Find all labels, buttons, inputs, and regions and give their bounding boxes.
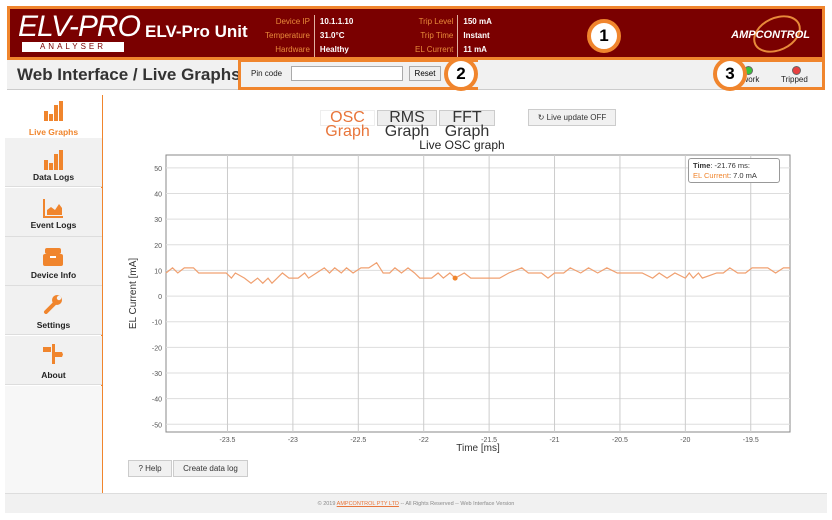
annotation-marker-1: 1 bbox=[587, 19, 621, 53]
y-tick-label: 40 bbox=[154, 191, 162, 198]
y-tick-label: -20 bbox=[152, 345, 162, 352]
sidebar-item-data-logs[interactable]: Data Logs bbox=[5, 138, 102, 187]
bar-chart-icon bbox=[44, 101, 63, 121]
x-tick-label: -23.5 bbox=[219, 437, 235, 444]
tooltip-series-label: EL Current bbox=[693, 171, 729, 180]
sidebar-item-live-graphs[interactable]: Live Graphs bbox=[5, 95, 102, 144]
series-line-el-current bbox=[165, 261, 790, 285]
y-tick-label: -30 bbox=[152, 371, 162, 378]
x-tick-label: -21.5 bbox=[481, 437, 497, 444]
top-header: ELV-PRO ANALYSER ELV-Pro Unit Device IP 1… bbox=[7, 6, 825, 60]
area-chart-icon bbox=[43, 199, 63, 218]
tab-osc-graph[interactable]: OSC Graph bbox=[320, 110, 375, 140]
tooltip-series-value: 7.0 mA bbox=[733, 171, 757, 180]
tripped-label: Tripped bbox=[781, 75, 808, 84]
elv-pro-logo: ELV-PRO bbox=[18, 10, 141, 43]
y-tick-label: 50 bbox=[154, 166, 162, 173]
info-label: Trip Time bbox=[415, 29, 459, 43]
device-info-left: Device IP 10.1.1.10 Temperature 31.0°C Har… bbox=[265, 15, 353, 57]
x-tick-label: -23 bbox=[288, 437, 298, 444]
sidebar-item-label: Live Graphs bbox=[28, 127, 79, 137]
sidebar-item-label: Device Info bbox=[30, 270, 77, 280]
pin-code-label: Pin code bbox=[251, 69, 283, 78]
pin-code-input[interactable] bbox=[291, 66, 403, 81]
info-label: EL Current bbox=[415, 43, 459, 57]
bar-chart-icon bbox=[44, 150, 63, 170]
wrench-icon bbox=[44, 295, 62, 314]
x-tick-label: -20.5 bbox=[612, 437, 628, 444]
reset-button[interactable]: Reset bbox=[409, 66, 441, 81]
plot-area bbox=[165, 154, 791, 433]
info-label: Hardware bbox=[265, 43, 315, 57]
y-tick-label: -10 bbox=[152, 320, 162, 327]
x-tick-label: -20 bbox=[680, 437, 690, 444]
y-axis-label: EL Current [mA] bbox=[128, 258, 139, 330]
annotation-marker-3: 3 bbox=[713, 57, 747, 91]
info-value: 31.0°C bbox=[319, 31, 345, 40]
sidebar-item-settings[interactable]: Settings bbox=[5, 286, 102, 335]
sidebar-item-label: Data Logs bbox=[32, 172, 75, 182]
info-value: 150 mA bbox=[463, 17, 492, 26]
page-title: Web Interface / Live Graphs bbox=[17, 65, 241, 84]
chart-title: Live OSC graph bbox=[419, 138, 505, 152]
logo-subtitle: ANALYSER bbox=[22, 42, 124, 52]
sidebar-filler bbox=[5, 386, 102, 493]
x-tick-label: -21 bbox=[549, 437, 559, 444]
archive-icon bbox=[43, 248, 63, 266]
help-button[interactable]: ? Help bbox=[128, 460, 172, 477]
chart-tooltip: Time: -21.76 ms: EL Current: 7.0 mA bbox=[688, 158, 780, 183]
tripped-led-icon bbox=[792, 66, 801, 75]
info-label: Trip Level bbox=[415, 15, 459, 29]
device-info-right: Trip Level 150 mA Trip Time Instant EL Cur… bbox=[415, 15, 492, 57]
x-tick-label: -19.5 bbox=[743, 437, 759, 444]
x-axis-label: Time [ms] bbox=[456, 443, 500, 454]
sidebar-item-event-logs[interactable]: Event Logs bbox=[5, 188, 102, 237]
sidebar-item-label: Settings bbox=[36, 320, 71, 330]
x-tick-label: -22.5 bbox=[350, 437, 366, 444]
sidebar-item-about[interactable]: About bbox=[5, 336, 102, 385]
y-tick-label: -40 bbox=[152, 397, 162, 404]
info-value: Instant bbox=[463, 31, 490, 40]
y-tick-label: -50 bbox=[152, 422, 162, 429]
unit-name: ELV-Pro Unit bbox=[145, 22, 248, 41]
info-value: Healthy bbox=[319, 45, 349, 54]
sidebar-item-label: About bbox=[41, 370, 66, 380]
info-value: 11 mA bbox=[463, 45, 487, 54]
annotation-marker-2: 2 bbox=[444, 57, 478, 91]
info-value: 10.1.1.10 bbox=[319, 17, 354, 26]
tooltip-time-value: -21.76 ms: bbox=[714, 161, 750, 170]
signpost-icon bbox=[43, 344, 63, 364]
ampcontrol-link[interactable]: AMPCONTROL PTY LTD bbox=[336, 501, 399, 507]
pin-code-area: Pin code Reset bbox=[238, 59, 478, 90]
sidebar: Live Graphs Data Logs Event Logs Device … bbox=[5, 95, 103, 493]
x-tick-label: -22 bbox=[419, 437, 429, 444]
live-update-toggle[interactable]: ↻ Live update OFF bbox=[528, 109, 616, 126]
sidebar-item-label: Event Logs bbox=[30, 220, 77, 230]
info-label: Temperature bbox=[265, 29, 315, 43]
ampcontrol-logo: AMPCONTROL bbox=[731, 29, 810, 41]
y-tick-label: 20 bbox=[154, 243, 162, 250]
highlight-point bbox=[452, 275, 458, 281]
tab-fft-graph[interactable]: FFT Graph bbox=[439, 110, 495, 140]
footer-copyright: © 2019 bbox=[317, 501, 336, 507]
y-tick-label: 30 bbox=[154, 217, 162, 224]
footer: © 2019 AMPCONTROL PTY LTD -- All Rights … bbox=[5, 493, 827, 513]
y-tick-label: 0 bbox=[158, 294, 162, 301]
tab-rms-graph[interactable]: RMS Graph bbox=[377, 110, 437, 140]
sidebar-item-device-info[interactable]: Device Info bbox=[5, 237, 102, 286]
y-tick-label: 10 bbox=[154, 268, 162, 275]
create-data-log-button[interactable]: Create data log bbox=[173, 460, 248, 477]
tooltip-time-label: Time bbox=[693, 161, 711, 170]
footer-text: -- All Rights Reserved -- Web Interface … bbox=[400, 501, 515, 507]
info-label: Device IP bbox=[265, 15, 315, 29]
